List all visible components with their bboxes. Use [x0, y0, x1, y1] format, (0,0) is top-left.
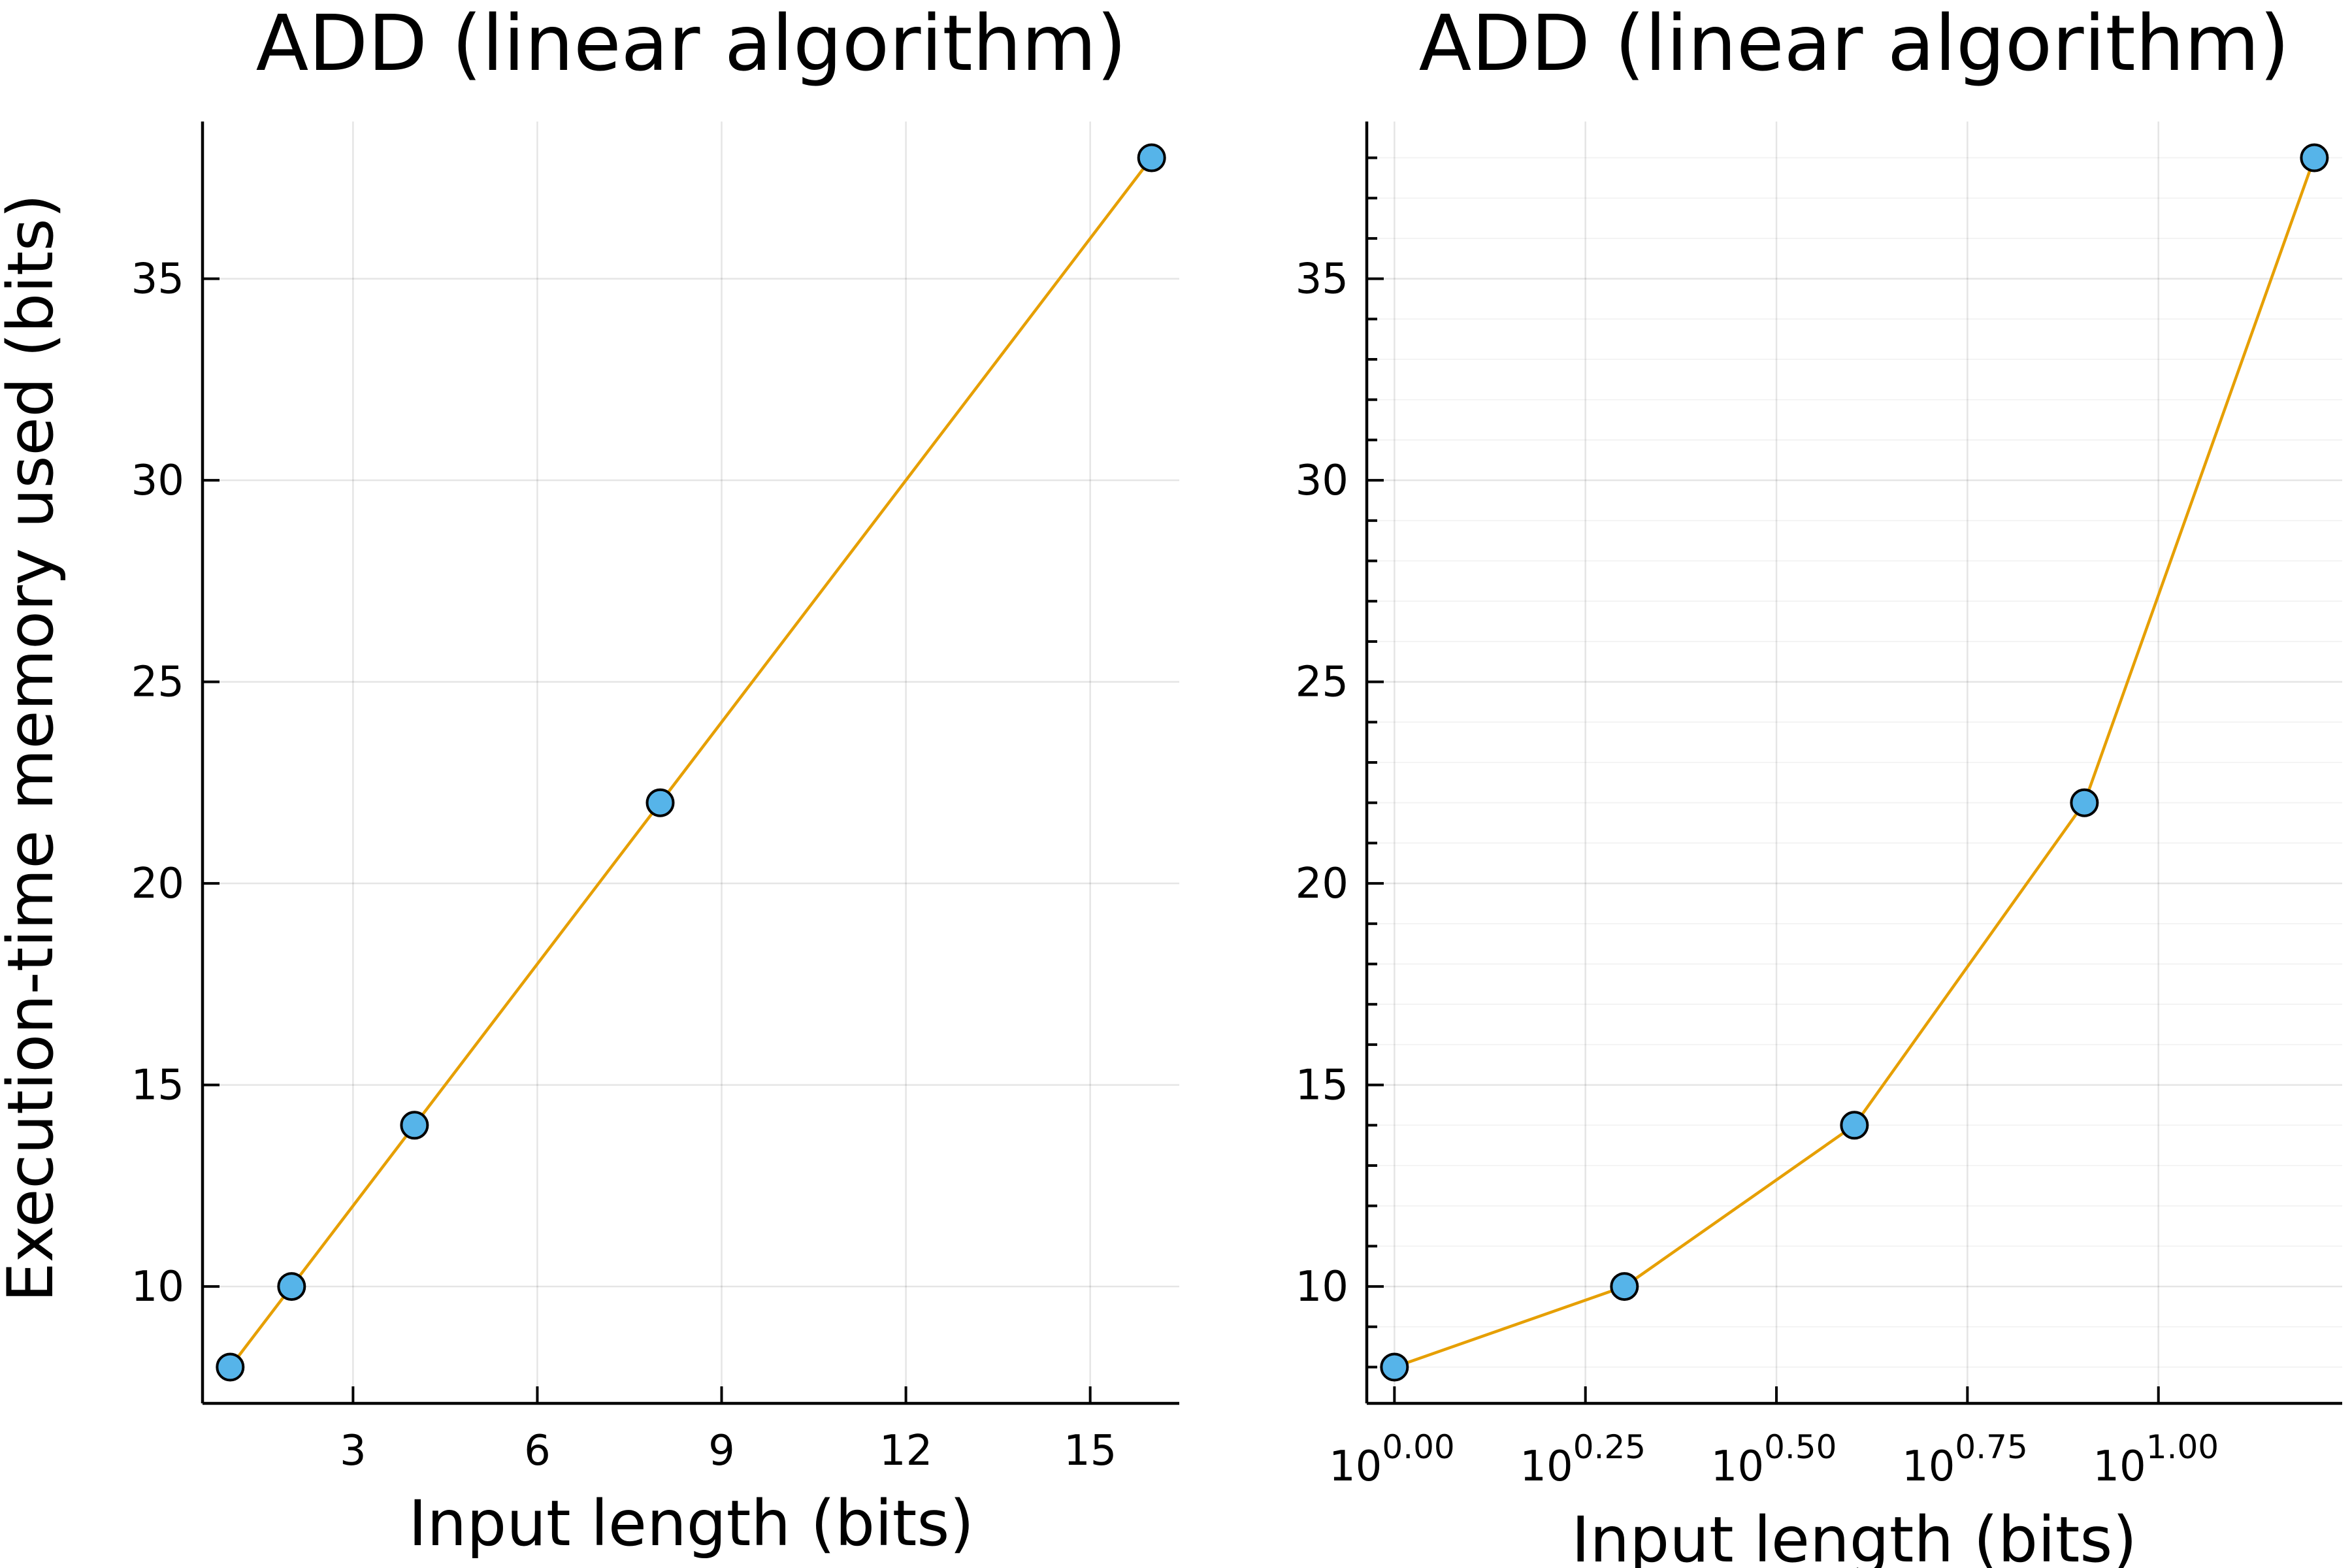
right-x-tick-exponent: 0.75 — [1955, 1428, 2027, 1466]
left-y-axis-label: Execution-time memory used (bits) — [0, 194, 67, 1302]
right-x-tick-exponent: 0.50 — [1764, 1428, 1837, 1466]
left-x-tick-label: 12 — [879, 1427, 932, 1475]
right-x-tick-label: 100.50 — [1711, 1428, 1837, 1491]
right-x-tick-label: 100.25 — [1520, 1428, 1646, 1491]
left-chart-title: ADD (linear algorithm) — [256, 0, 1127, 88]
right-x-axis-label: Input length (bits) — [1571, 1503, 2137, 1568]
right-chart-panel: ADD (linear algorithm) 101520253035100.0… — [1296, 0, 2342, 1568]
left-chart-panel: ADD (linear algorithm) 10 15 20 25 30 35 3 6 9 12… — [0, 0, 1179, 1560]
right-x-tick-base: 10 — [1711, 1443, 1764, 1491]
right-x-tick-base: 10 — [1902, 1443, 1955, 1491]
right-y-tick-label: 35 — [1296, 255, 1348, 304]
left-y-tick-label: 15 — [131, 1062, 184, 1110]
left-grid — [203, 122, 1179, 1403]
left-x-tick-label: 3 — [340, 1427, 367, 1475]
right-data-point — [1610, 1272, 1639, 1301]
left-data-point — [400, 1111, 429, 1140]
right-series — [1380, 143, 2329, 1382]
left-series — [216, 143, 1166, 1382]
right-y-tick-label: 15 — [1296, 1062, 1348, 1110]
right-grid — [1367, 122, 2342, 1403]
right-x-tick-label: 100.00 — [1329, 1428, 1455, 1491]
right-data-point — [1840, 1111, 1869, 1140]
left-data-point — [1137, 143, 1166, 172]
left-x-tick-label: 6 — [524, 1427, 551, 1475]
right-y-tick-label: 20 — [1296, 860, 1348, 908]
left-x-axis-label: Input length (bits) — [408, 1487, 974, 1560]
left-x-tick-label: 15 — [1064, 1427, 1117, 1475]
left-y-tick-label: 25 — [131, 659, 184, 707]
left-series-line — [229, 157, 1153, 1368]
left-data-point — [277, 1272, 306, 1301]
right-x-tick-base: 10 — [2093, 1443, 2146, 1491]
right-data-point — [2300, 143, 2329, 172]
left-y-tick-label: 35 — [131, 255, 184, 304]
right-x-tick-base: 10 — [1520, 1443, 1573, 1491]
right-y-tick-label: 25 — [1296, 659, 1348, 707]
right-chart-title: ADD (linear algorithm) — [1419, 0, 2290, 88]
right-data-point — [2070, 788, 2099, 817]
right-data-point — [1380, 1352, 1409, 1382]
left-x-tick-label: 9 — [708, 1427, 735, 1475]
left-data-point — [645, 788, 675, 817]
right-x-tick-base: 10 — [1329, 1443, 1382, 1491]
left-y-tick-label: 30 — [131, 457, 184, 505]
right-y-tick-label: 10 — [1296, 1263, 1348, 1311]
left-data-point — [216, 1352, 245, 1382]
left-y-tick-label: 10 — [131, 1263, 184, 1311]
right-x-tick-exponent: 1.00 — [2146, 1428, 2219, 1466]
left-axes: 10 15 20 25 30 35 3 6 9 12 15 — [131, 122, 1179, 1475]
right-x-tick-label: 100.75 — [1902, 1428, 2028, 1491]
right-x-tick-label: 101.00 — [2093, 1428, 2219, 1491]
right-x-tick-exponent: 0.00 — [1382, 1428, 1454, 1466]
right-x-tick-exponent: 0.25 — [1573, 1428, 1646, 1466]
right-y-tick-label: 30 — [1296, 457, 1348, 505]
left-y-tick-label: 20 — [131, 860, 184, 908]
